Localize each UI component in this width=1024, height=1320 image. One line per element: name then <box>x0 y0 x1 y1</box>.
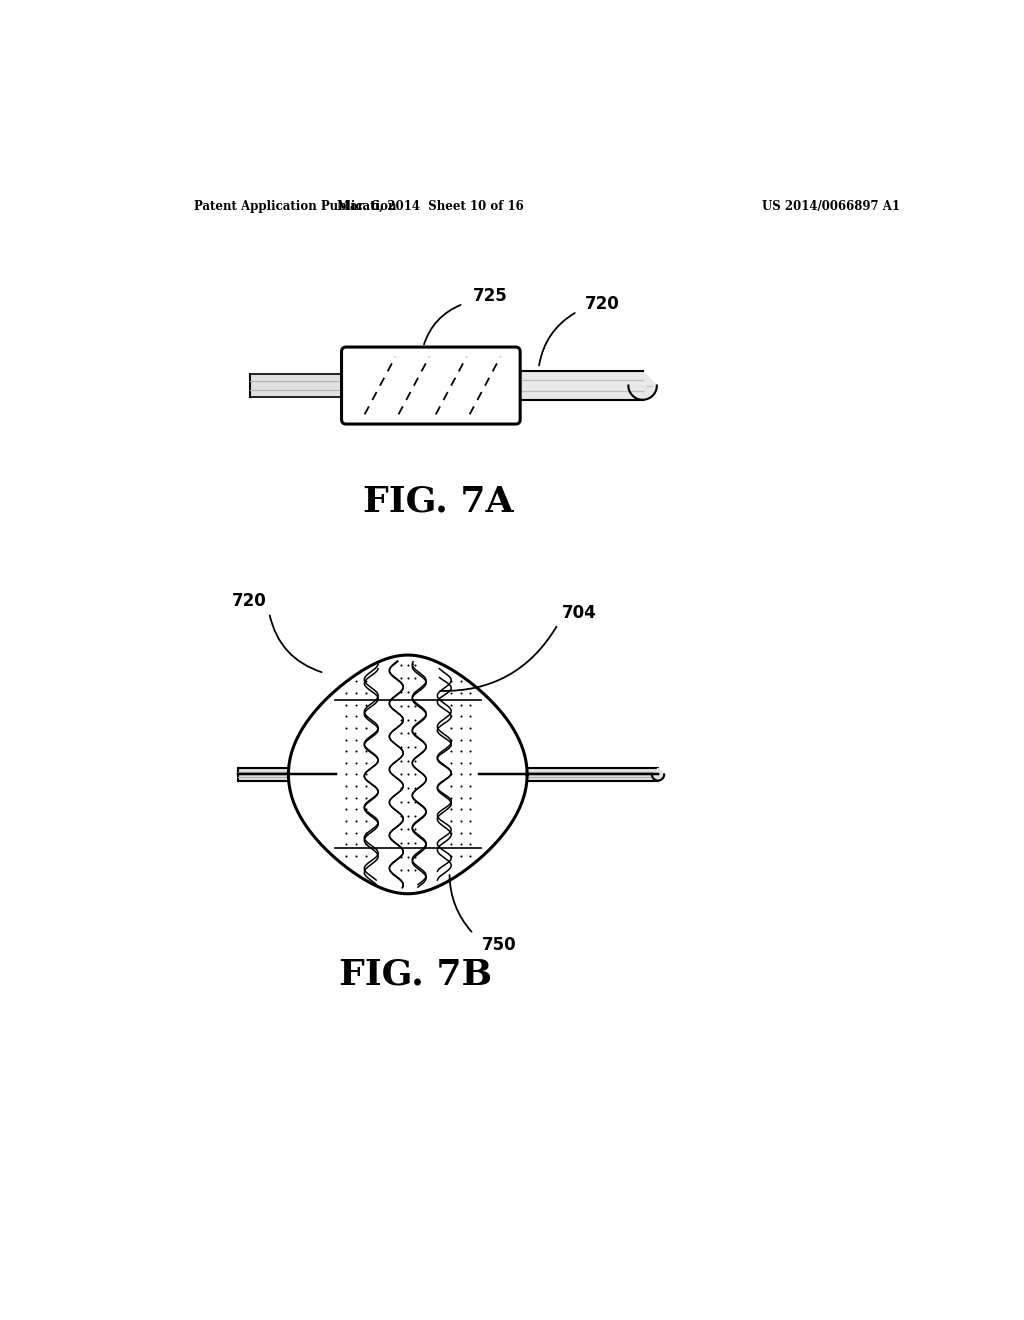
Text: 720: 720 <box>585 294 620 313</box>
Polygon shape <box>629 371 656 400</box>
Text: Mar. 6, 2014  Sheet 10 of 16: Mar. 6, 2014 Sheet 10 of 16 <box>338 199 524 213</box>
Text: Patent Application Publication: Patent Application Publication <box>195 199 397 213</box>
Polygon shape <box>289 655 527 894</box>
Text: 725: 725 <box>473 288 508 305</box>
Polygon shape <box>652 768 665 780</box>
Text: 750: 750 <box>481 936 516 953</box>
Text: 720: 720 <box>232 593 267 610</box>
Text: US 2014/0066897 A1: US 2014/0066897 A1 <box>762 199 900 213</box>
Text: FIG. 7A: FIG. 7A <box>364 484 514 517</box>
Text: FIG. 7B: FIG. 7B <box>339 957 492 991</box>
Text: 704: 704 <box>562 603 597 622</box>
FancyBboxPatch shape <box>342 347 520 424</box>
